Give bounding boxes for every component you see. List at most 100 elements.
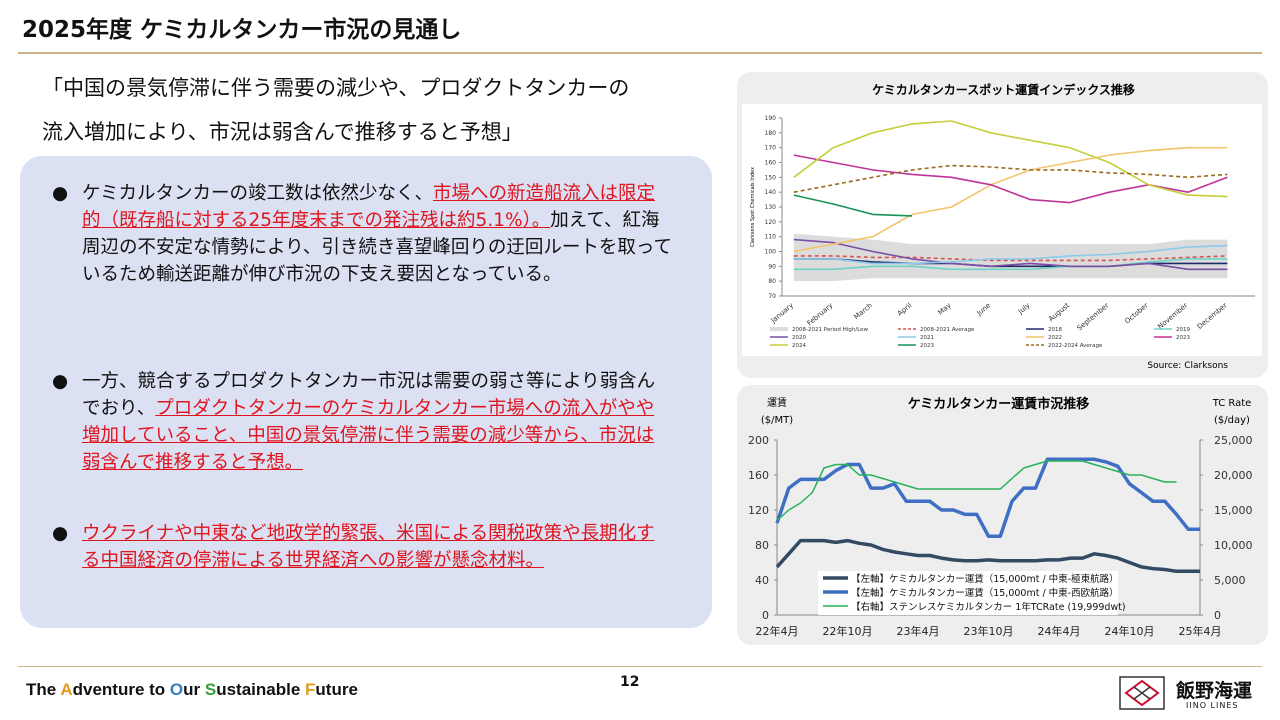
bullet: 一方、競合するプロダクトタンカー市況は需要の弱さ等により弱含んでおり、プロダクト… xyxy=(52,368,672,476)
slogan-part: F xyxy=(305,680,316,699)
y-axis-label: 運賃 xyxy=(767,396,787,409)
slide-title: 2025年度 ケミカルタンカー市況の見通し xyxy=(22,17,462,43)
y-tick-label: 150 xyxy=(765,174,777,181)
y-tick-label: 40 xyxy=(755,574,769,587)
y2-tick-label: 25,000 xyxy=(1214,434,1253,447)
divider xyxy=(18,666,1262,667)
x-tick-label: April xyxy=(896,301,913,317)
bullet-text: 一方、競合するプロダクトタンカー市況は需要の弱さ等により弱含んでおり、 xyxy=(82,371,656,419)
y2-tick-label: 0 xyxy=(1214,609,1221,622)
quote-line: 流入増加により、市況は弱含んで推移すると予想」 xyxy=(42,120,523,144)
series-line xyxy=(793,258,1228,268)
legend-label: 2008-2021 Average xyxy=(920,327,975,333)
slogan-part: O xyxy=(169,680,184,699)
y-tick-label: 90 xyxy=(768,263,776,270)
legend-label: 【左軸】ケミカルタンカー運賃（15,000mt / 中東-極東航路） xyxy=(851,573,1119,585)
y-tick-label: 200 xyxy=(748,434,769,447)
bullet-text: ウクライナや中東など地政学的緊張、米国による関税政策や長期化する中国経済の停滞に… xyxy=(82,523,655,571)
series-line xyxy=(775,538,1200,574)
bullet-text: 市場への新造船流入は限定的（既存船に対する25年度末までの発注残は約5.1%）。 xyxy=(82,183,655,231)
legend-label: 2023 xyxy=(920,343,934,349)
legend-label: 2018 xyxy=(1048,327,1062,333)
y-tick-label: 110 xyxy=(765,234,777,241)
chart-image-area xyxy=(742,104,1262,356)
y-tick-label: 80 xyxy=(768,278,776,285)
legend-label: 2023 xyxy=(1176,335,1190,341)
y-axis-label: Clarksons Spot Chemicals Index xyxy=(750,167,756,247)
bullet-text: プロダクトタンカーのケミカルタンカー市場への流入がやや増加していること、中国の景… xyxy=(82,398,655,473)
x-tick-label: October xyxy=(1123,301,1150,325)
legend-swatch xyxy=(770,327,788,331)
bullet-text: ケミカルタンカーの竣工数は依然少なく、 xyxy=(82,183,433,204)
legend-box xyxy=(818,571,1118,615)
legend-label: 2024 xyxy=(792,343,806,349)
y-tick-label: 120 xyxy=(748,504,769,517)
y2-tick-label: 5,000 xyxy=(1214,574,1246,587)
series-line xyxy=(793,238,1228,271)
y-tick-label: 70 xyxy=(768,293,776,300)
divider xyxy=(18,52,1262,54)
legend-label: 【左軸】ケミカルタンカー運賃（15,000mt / 中東-西欧航路） xyxy=(851,587,1119,599)
y-tick-label: 190 xyxy=(765,115,777,122)
series-line xyxy=(793,255,1228,262)
series-line xyxy=(793,164,1228,193)
x-tick-label: March xyxy=(852,301,873,321)
x-tick-label: January xyxy=(769,301,795,325)
chart-title: ケミカルタンカー運賃市況推移 xyxy=(908,396,1090,412)
y-tick-label: 140 xyxy=(765,189,777,196)
legend-label: 2020 xyxy=(792,335,806,341)
company-name: 飯野海運 xyxy=(1176,680,1253,702)
y2-axis-label: ($/day) xyxy=(1214,415,1250,426)
slogan-part: S xyxy=(204,680,217,699)
x-tick-label: July xyxy=(1016,301,1032,316)
series-line xyxy=(793,258,1228,271)
y-tick-label: 170 xyxy=(765,145,777,152)
y-tick-label: 130 xyxy=(765,204,777,211)
y2-axis-label: TC Rate xyxy=(1212,398,1252,409)
series-line xyxy=(793,244,1228,265)
bullet: ケミカルタンカーの竣工数は依然少なく、市場への新造船流入は限定的（既存船に対する… xyxy=(52,180,672,288)
x-tick-label: February xyxy=(806,301,835,327)
y-tick-label: 80 xyxy=(755,539,769,552)
legend-label: 2021 xyxy=(920,335,934,341)
quote-line: 「中国の景気停滞に伴う需要の減少や、プロダクトタンカーの xyxy=(42,76,630,100)
x-tick-label: May xyxy=(937,301,953,316)
page-number: 12 xyxy=(620,674,640,690)
x-tick-label: 22年10月 xyxy=(823,624,873,638)
series-line xyxy=(793,146,1228,253)
chart-title: ケミカルタンカースポット運賃インデックス推移 xyxy=(872,82,1135,97)
series-line xyxy=(776,460,1177,522)
y-tick-label: 160 xyxy=(765,160,777,167)
y-tick-label: 180 xyxy=(765,130,777,137)
x-tick-label: 24年4月 xyxy=(1038,624,1081,638)
slogan-part: ustainable xyxy=(216,680,306,699)
series-line xyxy=(793,120,1228,198)
legend-label: 2022-2024 Average xyxy=(1048,343,1103,349)
company-name-en: IINO LINES xyxy=(1186,701,1239,710)
legend-label: 【右軸】ステンレスケミカルタンカー 1年TCRate (19,999dwt) xyxy=(851,601,1126,613)
legend-label: 2022 xyxy=(1048,335,1062,341)
y2-tick-label: 10,000 xyxy=(1214,539,1253,552)
bullet: ウクライナや中東など地政学的緊張、米国による関税政策や長期化する中国経済の停滞に… xyxy=(52,520,672,574)
slogan-part: A xyxy=(60,680,73,699)
y-tick-label: 120 xyxy=(765,219,777,226)
y-tick-label: 100 xyxy=(765,249,777,256)
x-tick-label: June xyxy=(975,301,993,318)
source: Source: Clarksons xyxy=(1147,361,1228,371)
x-tick-label: 23年10月 xyxy=(964,624,1014,638)
range-band xyxy=(793,233,1228,282)
slogan-part: ur xyxy=(183,680,205,699)
slogan-part: The xyxy=(26,680,61,699)
slogan: The Adventure to Our Sustainable Future xyxy=(26,680,358,700)
x-tick-label: 23年4月 xyxy=(897,624,940,638)
x-tick-label: August xyxy=(1047,301,1071,323)
series-line xyxy=(793,154,1228,204)
slogan-part: dventure to xyxy=(72,680,170,699)
x-tick-label: 24年10月 xyxy=(1105,624,1155,638)
series-line xyxy=(793,194,913,217)
y-tick-label: 0 xyxy=(762,609,769,622)
x-tick-label: September xyxy=(1076,301,1111,332)
y-tick-label: 160 xyxy=(748,469,769,482)
